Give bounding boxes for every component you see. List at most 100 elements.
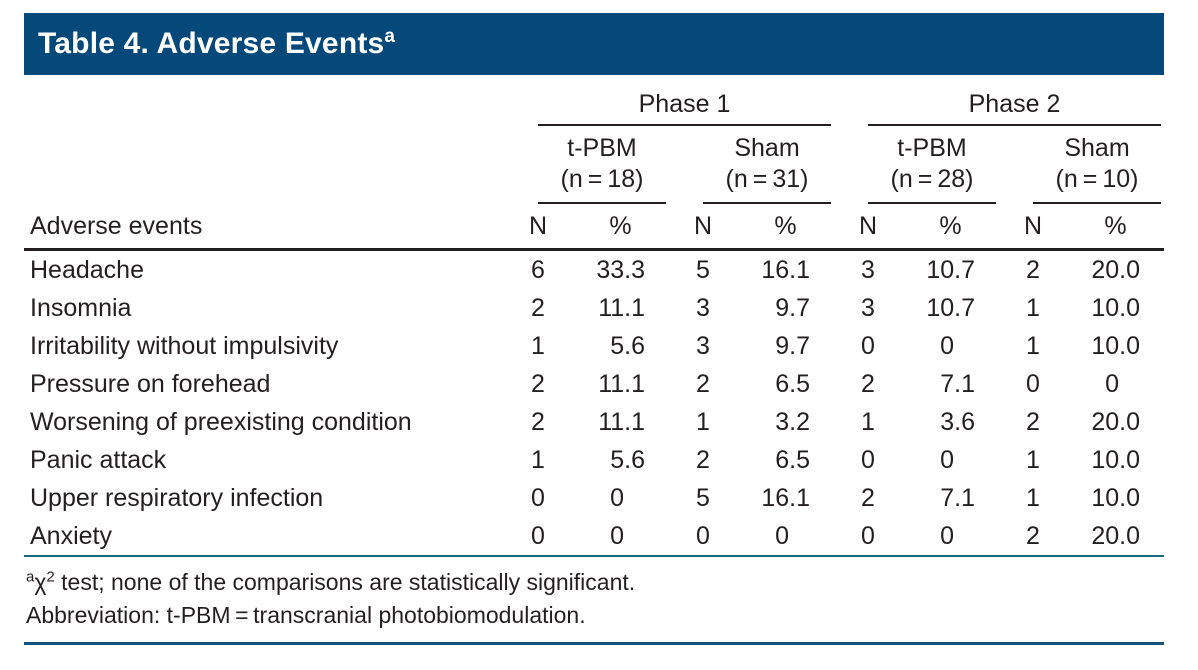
col-header-n: N (834, 204, 902, 251)
pct-cell: 6.5 (775, 369, 810, 398)
row-label: Panic attack (30, 445, 167, 474)
n-cell: 0 (669, 516, 737, 557)
n-cell: 0 (861, 331, 875, 360)
footnote-abbreviation: Abbreviation: t-PBM = transcranial photo… (26, 601, 586, 628)
pct-cell: 16.1 (761, 255, 810, 284)
n-cell: 0 (531, 483, 545, 512)
pct-cell: 5.6 (610, 331, 645, 360)
footnotes: aχ2 test; none of the comparisons are st… (24, 557, 1164, 645)
adverse-events-table: Phase 1 Phase 2 t-PBM (n = 18) Sham (24, 88, 1164, 557)
group-phase1-tpbm: t-PBM (n = 18) (504, 126, 669, 204)
table-title-bar: Table 4. Adverse Eventsa (24, 13, 1164, 75)
n-cell: 2 (531, 369, 545, 398)
pct-cell: 0 (940, 331, 954, 360)
table-title-text: Table 4. Adverse Events (38, 27, 385, 60)
pct-cell: 20.0 (1091, 255, 1140, 284)
pct-cell: 3.2 (775, 407, 810, 436)
col-header-pct: % (902, 204, 999, 251)
pct-cell: 16.1 (761, 483, 810, 512)
pct-cell: 0 (1105, 369, 1119, 398)
phase-1-label: Phase 1 (538, 88, 831, 126)
n-cell: 1 (861, 407, 875, 436)
phase-2-label: Phase 2 (868, 88, 1161, 126)
adverse-events-table-wrap: Phase 1 Phase 2 t-PBM (n = 18) Sham (24, 88, 1164, 557)
pct-cell: 20.0 (1067, 516, 1164, 557)
pct-cell: 5.6 (610, 445, 645, 474)
row-label: Pressure on forehead (30, 369, 271, 398)
col-header-n: N (504, 204, 572, 251)
group-name: Sham (1064, 134, 1130, 162)
table-row: Upper respiratory infection 0 0 5 16.1 2 7.1 1 1… (24, 479, 1164, 517)
n-cell: 2 (531, 407, 545, 436)
col-header-pct: % (572, 204, 669, 251)
n-cell: 2 (696, 445, 710, 474)
col-header-pct: % (1067, 204, 1164, 251)
footnote-chi-square: aχ2 test; none of the comparisons are st… (26, 566, 1164, 599)
n-cell: 2 (1026, 255, 1040, 284)
pct-cell: 10.0 (1091, 293, 1140, 322)
n-cell: 5 (696, 255, 710, 284)
footnote-chi-square-text: test; none of the comparisons are statis… (54, 568, 636, 595)
n-cell: 2 (531, 293, 545, 322)
n-cell: 1 (1026, 331, 1040, 360)
phase-2-header: Phase 2 (834, 88, 1164, 126)
group-phase2-tpbm: t-PBM (n = 28) (834, 126, 999, 204)
pct-cell: 10.0 (1091, 483, 1140, 512)
n-cell: 1 (531, 331, 545, 360)
n-cell: 3 (861, 255, 875, 284)
pct-cell: 10.7 (926, 293, 975, 322)
group-header-spacer (24, 126, 504, 204)
pct-cell: 0 (572, 516, 669, 557)
table-title-superscript: a (384, 26, 396, 47)
group-name: t-PBM (567, 134, 637, 162)
pct-cell: 7.1 (940, 369, 975, 398)
n-cell: 1 (531, 445, 545, 474)
pct-cell: 20.0 (1091, 407, 1140, 436)
group-phase2-sham: Sham (n = 10) (999, 126, 1164, 204)
table-row: Headache 6 33.3 5 16.1 3 10.7 2 20.0 (24, 249, 1164, 289)
phase-header-row: Phase 1 Phase 2 (24, 88, 1164, 126)
group-n: (n = 10) (1055, 165, 1139, 193)
table-row: Irritability without impulsivity 1 5.6 3 9.7… (24, 327, 1164, 365)
n-cell: 2 (1026, 407, 1040, 436)
n-cell: 0 (861, 445, 875, 474)
n-cell: 2 (861, 483, 875, 512)
pct-cell: 0 (902, 516, 999, 557)
table-row: Pressure on forehead 2 11.1 2 6.5 2 7.1 0 0 (24, 365, 1164, 403)
row-label: Irritability without impulsivity (30, 331, 339, 360)
pct-cell: 0 (610, 483, 624, 512)
pct-cell: 10.7 (926, 255, 975, 284)
table-body: Headache 6 33.3 5 16.1 3 10.7 2 20.0 Insomnia 2 11.… (24, 249, 1164, 557)
n-cell: 1 (1026, 293, 1040, 322)
pct-cell: 0 (737, 516, 834, 557)
group-n: (n = 31) (725, 165, 809, 193)
pct-cell: 11.1 (598, 407, 645, 436)
table-row: Worsening of preexisting condition 2 11.1 1… (24, 403, 1164, 441)
n-cell: 3 (861, 293, 875, 322)
row-label: Headache (30, 255, 144, 284)
col-header-pct: % (737, 204, 834, 251)
n-cell: 3 (696, 331, 710, 360)
table-row: Insomnia 2 11.1 3 9.7 3 10.7 1 10.0 (24, 289, 1164, 327)
table-row: Panic attack 1 5.6 2 6.5 0 0 1 10.0 (24, 441, 1164, 479)
row-label: Worsening of preexisting condition (30, 407, 412, 436)
pct-cell: 10.0 (1091, 445, 1140, 474)
n-cell: 0 (504, 516, 572, 557)
row-label: Insomnia (30, 293, 132, 322)
group-n: (n = 18) (560, 165, 644, 193)
group-phase1-sham: Sham (n = 31) (669, 126, 834, 204)
pct-cell: 11.1 (598, 369, 645, 398)
n-cell: 2 (999, 516, 1067, 557)
row-label: Anxiety (24, 516, 504, 557)
group-n: (n = 28) (890, 165, 974, 193)
n-cell: 5 (696, 483, 710, 512)
column-header-row: Adverse events N % N % N % N % (24, 204, 1164, 251)
pct-cell: 6.5 (775, 445, 810, 474)
n-cell: 1 (1026, 483, 1040, 512)
pct-cell: 9.7 (775, 331, 810, 360)
pct-cell: 0 (940, 445, 954, 474)
group-name: Sham (734, 134, 800, 162)
col-header-n: N (999, 204, 1067, 251)
group-name: t-PBM (897, 134, 967, 162)
